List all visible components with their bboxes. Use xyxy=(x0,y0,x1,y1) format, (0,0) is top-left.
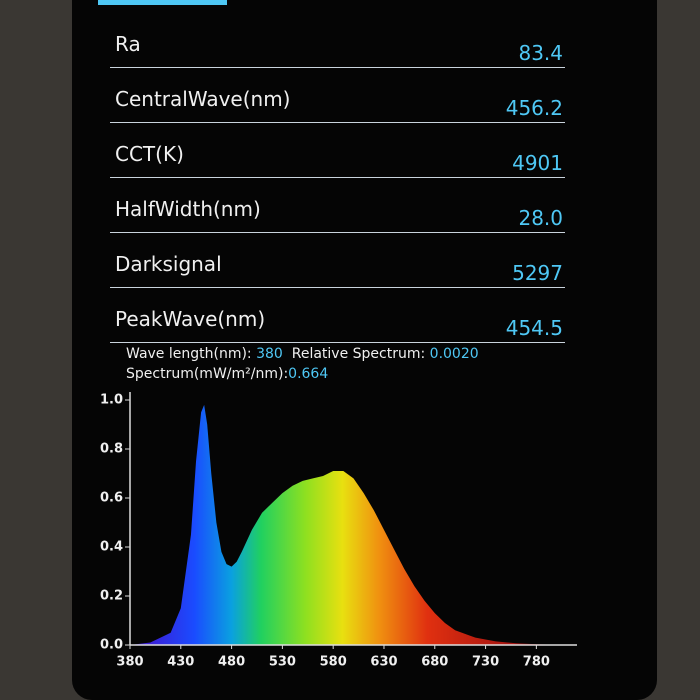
spectrum-area xyxy=(130,404,557,645)
metric-row: CentralWave(nm) 456.2 xyxy=(110,67,565,123)
metric-label: Darksignal xyxy=(115,252,222,276)
y-tick-label: 1.0 xyxy=(100,393,123,408)
value: 0.664 xyxy=(288,366,329,382)
x-tick-label: 480 xyxy=(218,655,245,670)
metric-value: 4901 xyxy=(512,151,563,175)
metric-label: Ra xyxy=(115,32,141,56)
x-tick-label: 680 xyxy=(421,655,448,670)
label: Spectrum(mW/m²/nm): xyxy=(126,366,289,382)
x-tick-label: 380 xyxy=(116,655,143,670)
label: Wave length(nm): xyxy=(126,346,252,362)
label: Relative Spectrum: xyxy=(291,346,426,362)
cursor-line: Spectrum(mW/m²/nm):0.664 xyxy=(126,366,328,382)
y-tick-label: 0.2 xyxy=(100,589,123,604)
x-tick-label: 430 xyxy=(167,655,194,670)
y-tick-label: 0.4 xyxy=(100,540,123,555)
metric-label: HalfWidth(nm) xyxy=(115,197,261,221)
tab-indicator xyxy=(98,0,227,5)
y-tick-label: 0.8 xyxy=(100,442,123,457)
y-tick-label: 0.6 xyxy=(100,491,123,506)
metric-value: 5297 xyxy=(512,261,563,285)
metric-value: 454.5 xyxy=(505,316,563,340)
metric-label: CCT(K) xyxy=(115,142,184,166)
metric-label: PeakWave(nm) xyxy=(115,307,266,331)
x-tick-label: 580 xyxy=(320,655,347,670)
metric-row: HalfWidth(nm) 28.0 xyxy=(110,177,565,233)
x-tick-label: 730 xyxy=(472,655,499,670)
metric-label: CentralWave(nm) xyxy=(115,87,291,111)
metric-value: 83.4 xyxy=(518,41,563,65)
x-tick-label: 530 xyxy=(269,655,296,670)
metric-value: 28.0 xyxy=(518,206,563,230)
metric-value: 456.2 xyxy=(505,96,563,120)
metric-row: Ra 83.4 xyxy=(110,12,565,68)
metric-row: Darksignal 5297 xyxy=(110,232,565,288)
x-tick-label: 780 xyxy=(523,655,550,670)
x-tick-label: 630 xyxy=(370,655,397,670)
metric-row: PeakWave(nm) 454.5 xyxy=(110,287,565,343)
y-tick-label: 0.0 xyxy=(100,638,123,653)
cursor-line: Wave length(nm): 380 Relative Spectrum: … xyxy=(126,346,479,362)
metric-row: CCT(K) 4901 xyxy=(110,122,565,178)
value: 0.0020 xyxy=(429,346,479,362)
value: 380 xyxy=(256,346,283,362)
